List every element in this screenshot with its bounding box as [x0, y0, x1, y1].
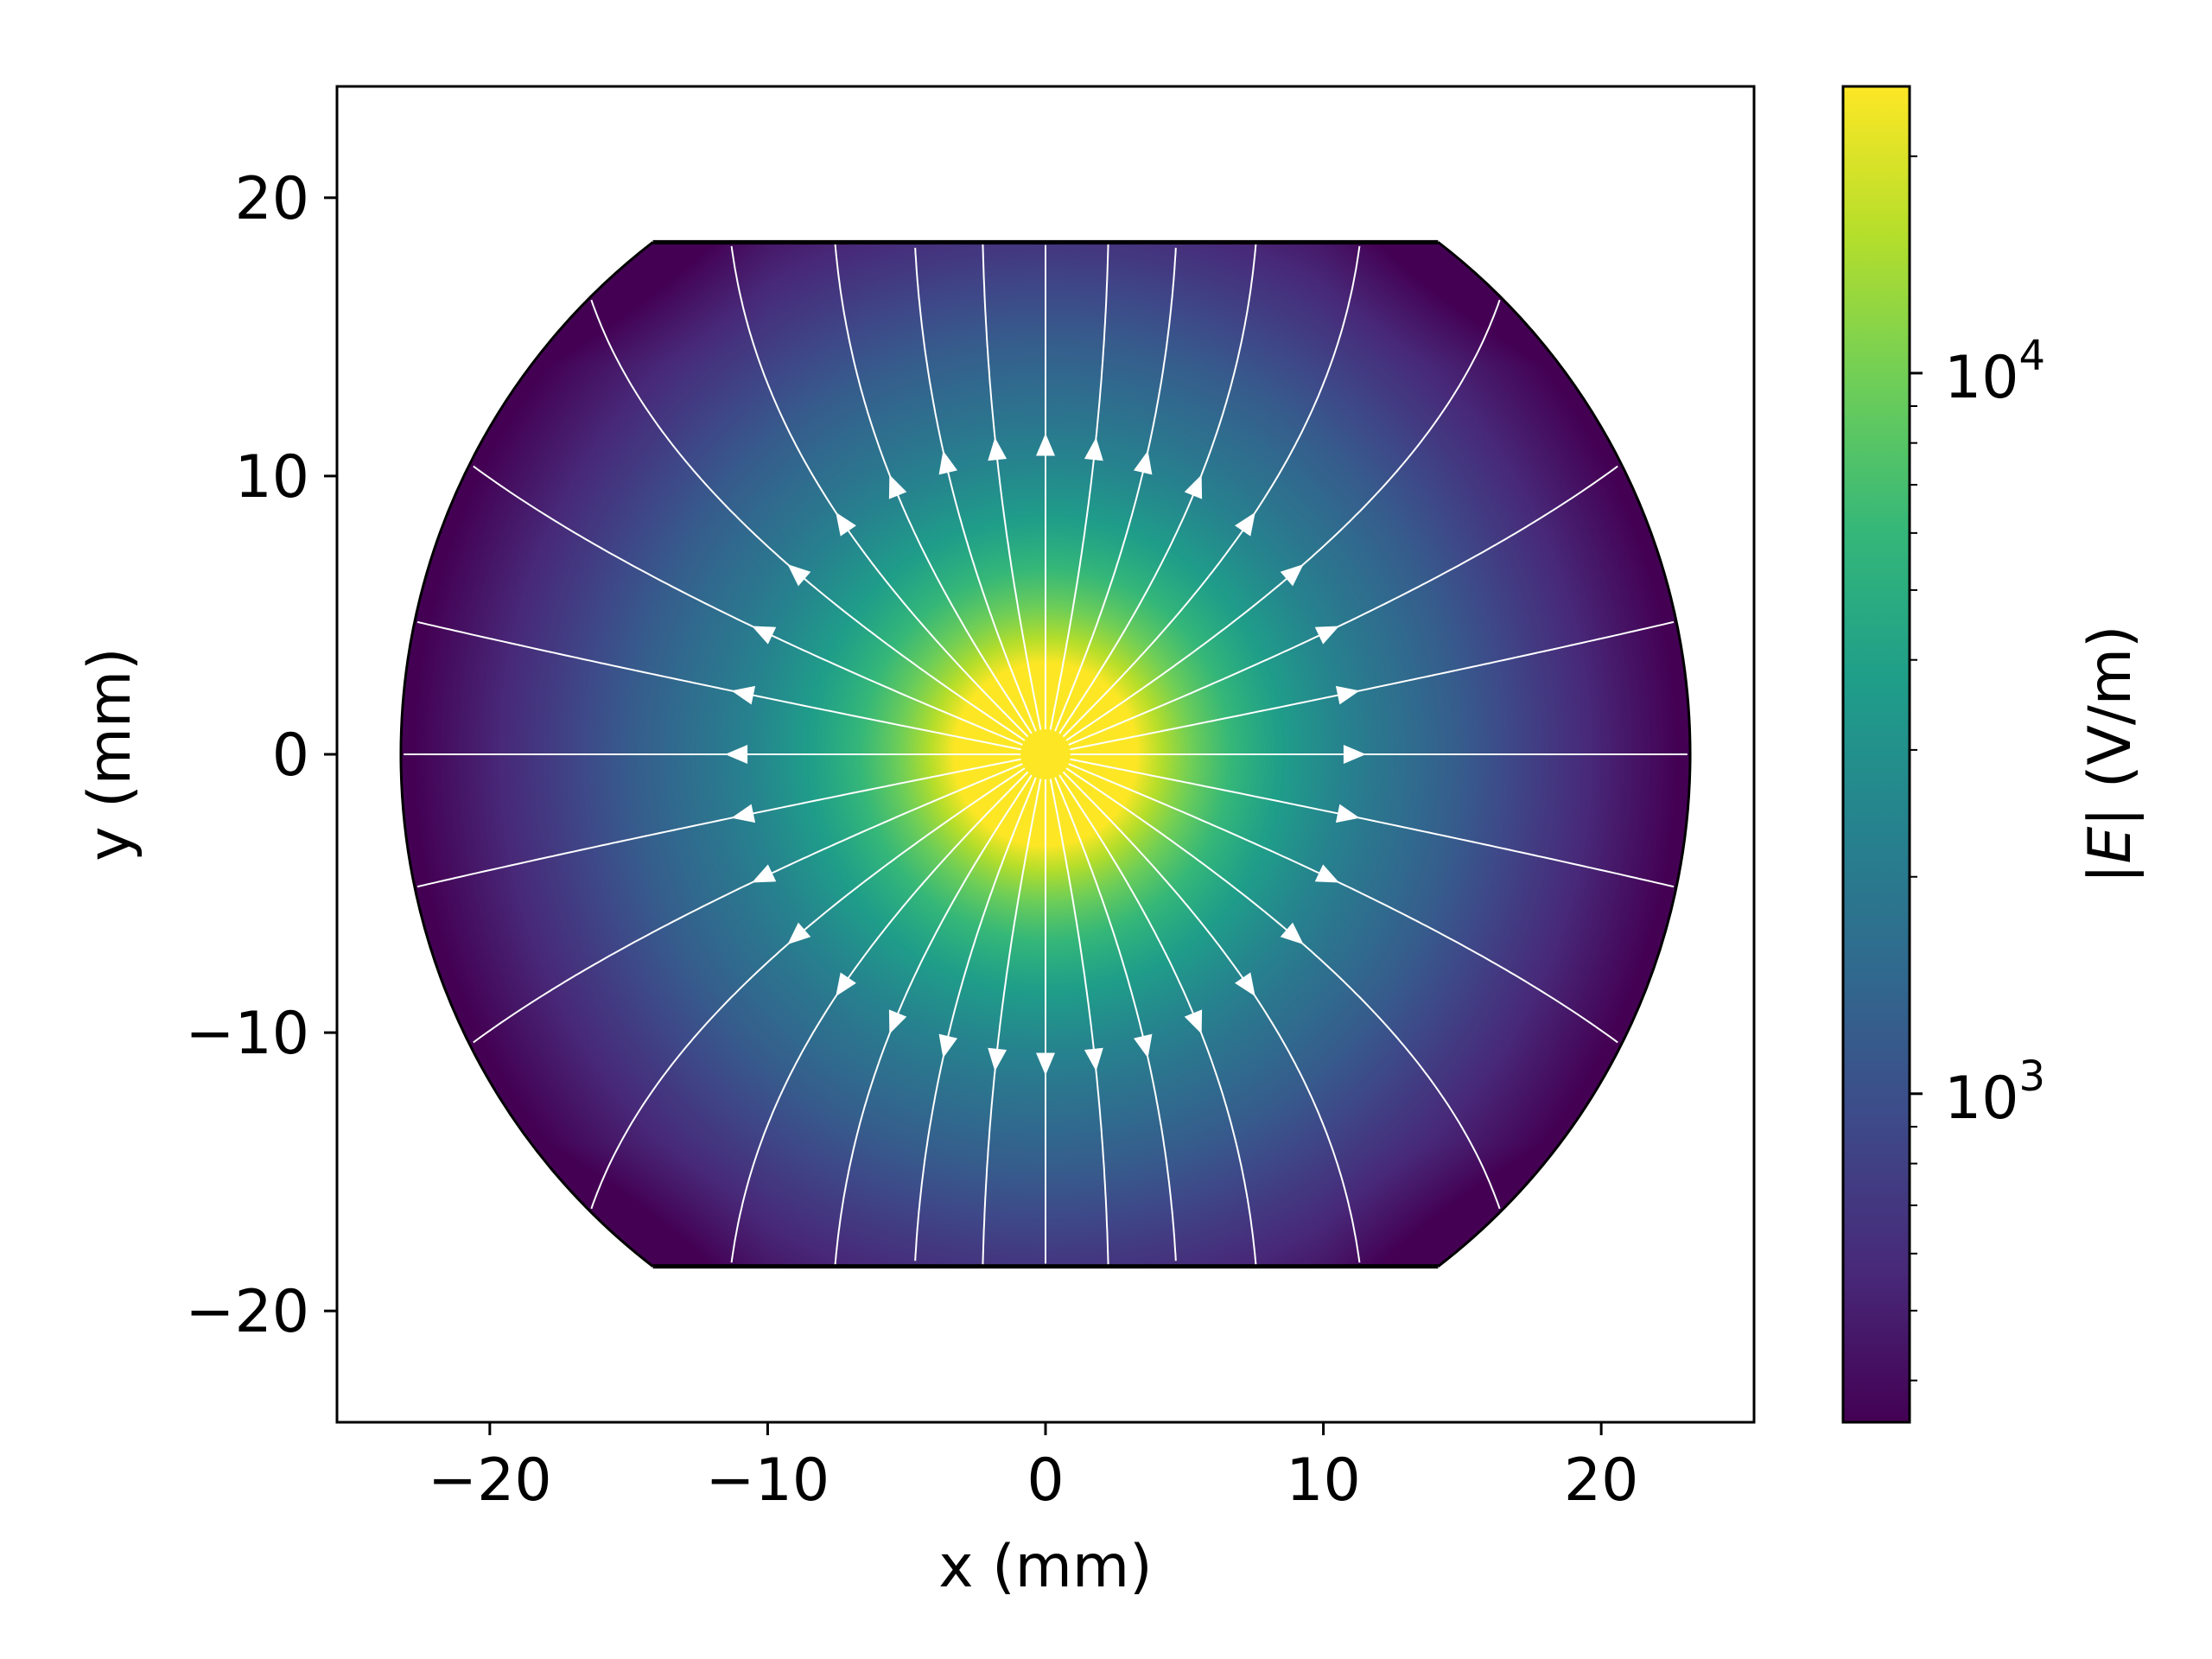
streamline-arrow [787, 564, 811, 587]
streamline [1054, 777, 1177, 1262]
y-tick-label: 20 [234, 165, 309, 233]
streamline-arrow [1235, 972, 1255, 997]
streamline-arrow [1314, 626, 1339, 645]
streamline-arrow [988, 437, 1007, 461]
streamline [1058, 774, 1257, 1266]
plot-area: −20 −10 0 10 20 −20 −10 0 10 20 [185, 85, 1756, 1515]
streamline-arrow [1280, 564, 1304, 587]
x-tick-label: 20 [1564, 1446, 1639, 1515]
colorbar-gradient [1843, 86, 1910, 1422]
streamline [914, 247, 1037, 732]
streamline-arrow [1036, 1052, 1055, 1076]
streamline [1049, 244, 1109, 730]
streamline [590, 299, 1026, 741]
streamline-arrow [725, 745, 748, 764]
colorbar-ticks: 103 104 [1910, 155, 2045, 1382]
streamline [834, 243, 1033, 734]
streamline [1070, 758, 1675, 888]
x-tick-label: −10 [706, 1446, 830, 1515]
y-tick-label: 0 [272, 721, 309, 790]
colorbar-label: |E| (V/m) [2076, 625, 2145, 883]
streamline [1065, 299, 1501, 741]
streamline-arrow [752, 864, 777, 883]
streamline [1068, 763, 1618, 1044]
streamline [834, 774, 1033, 1266]
streamline [590, 767, 1026, 1210]
streamline [1068, 465, 1618, 746]
streamlines [404, 243, 1688, 1266]
domain-arc [399, 241, 1692, 1268]
streamline [1054, 247, 1177, 732]
streamline-arrow [1335, 685, 1360, 705]
y-tick-label: 10 [234, 443, 309, 512]
streamline-arrow [1036, 433, 1055, 456]
streamline [1058, 243, 1257, 734]
streamline [416, 620, 1021, 751]
streamline [1070, 620, 1675, 751]
x-tick-label: 10 [1286, 1446, 1361, 1515]
streamline [982, 244, 1042, 730]
colorbar: 103 104 |E| (V/m) [1841, 85, 2145, 1424]
streamline-arrow [938, 450, 958, 475]
x-axis-label: x (mm) [938, 1533, 1152, 1601]
x-tick-label: −20 [428, 1446, 552, 1515]
y-tick-label: −10 [185, 1000, 309, 1068]
domain-boundary [399, 239, 1692, 1269]
streamline [473, 763, 1023, 1044]
streamline-arrow [938, 1033, 958, 1058]
y-tick-label: −20 [185, 1278, 309, 1346]
streamline-arrow [1184, 1009, 1203, 1034]
streamline-arrow [888, 1009, 907, 1034]
streamline-arrow [1235, 512, 1255, 537]
streamline-arrow [1133, 1033, 1153, 1058]
y-axis-ticks: −20 −10 0 10 20 [185, 165, 337, 1346]
streamline-arrow [787, 922, 811, 944]
streamline-arrow [836, 512, 856, 537]
streamline [416, 758, 1021, 888]
colorbar-tick-label: 103 [1944, 1052, 2045, 1133]
streamline-arrow [1084, 437, 1103, 461]
streamline-arrow [1343, 745, 1366, 764]
colorbar-frame [1841, 85, 1911, 1424]
streamline [914, 777, 1037, 1262]
streamline-arrow [1280, 922, 1304, 944]
colorbar-label-prefix: | [2076, 864, 2145, 884]
colorbar-tick-label: 104 [1944, 332, 2045, 412]
streamline-arrow [888, 474, 907, 499]
x-tick-label: 0 [1027, 1446, 1064, 1515]
streamline [1065, 767, 1501, 1210]
streamline [473, 465, 1023, 746]
streamline [1049, 779, 1109, 1265]
colorbar-label-suffix: | (V/m) [2076, 625, 2145, 826]
streamline-arrow [1314, 864, 1339, 883]
streamline-arrow [1133, 450, 1153, 475]
x-axis-ticks: −20 −10 0 10 20 [428, 1422, 1638, 1515]
streamline-arrow [752, 626, 777, 645]
streamline-arrow [731, 685, 756, 705]
streamline-arrow [731, 804, 756, 823]
streamline-arrow [1084, 1047, 1103, 1071]
streamline-arrow [1335, 804, 1360, 823]
streamline-arrow [988, 1047, 1007, 1071]
streamline [982, 779, 1042, 1265]
colorbar-label-symbol: E [2076, 827, 2145, 864]
streamline-arrow [836, 972, 856, 997]
streamline-arrow [1184, 474, 1203, 499]
y-axis-label: y (mm) [76, 647, 144, 861]
